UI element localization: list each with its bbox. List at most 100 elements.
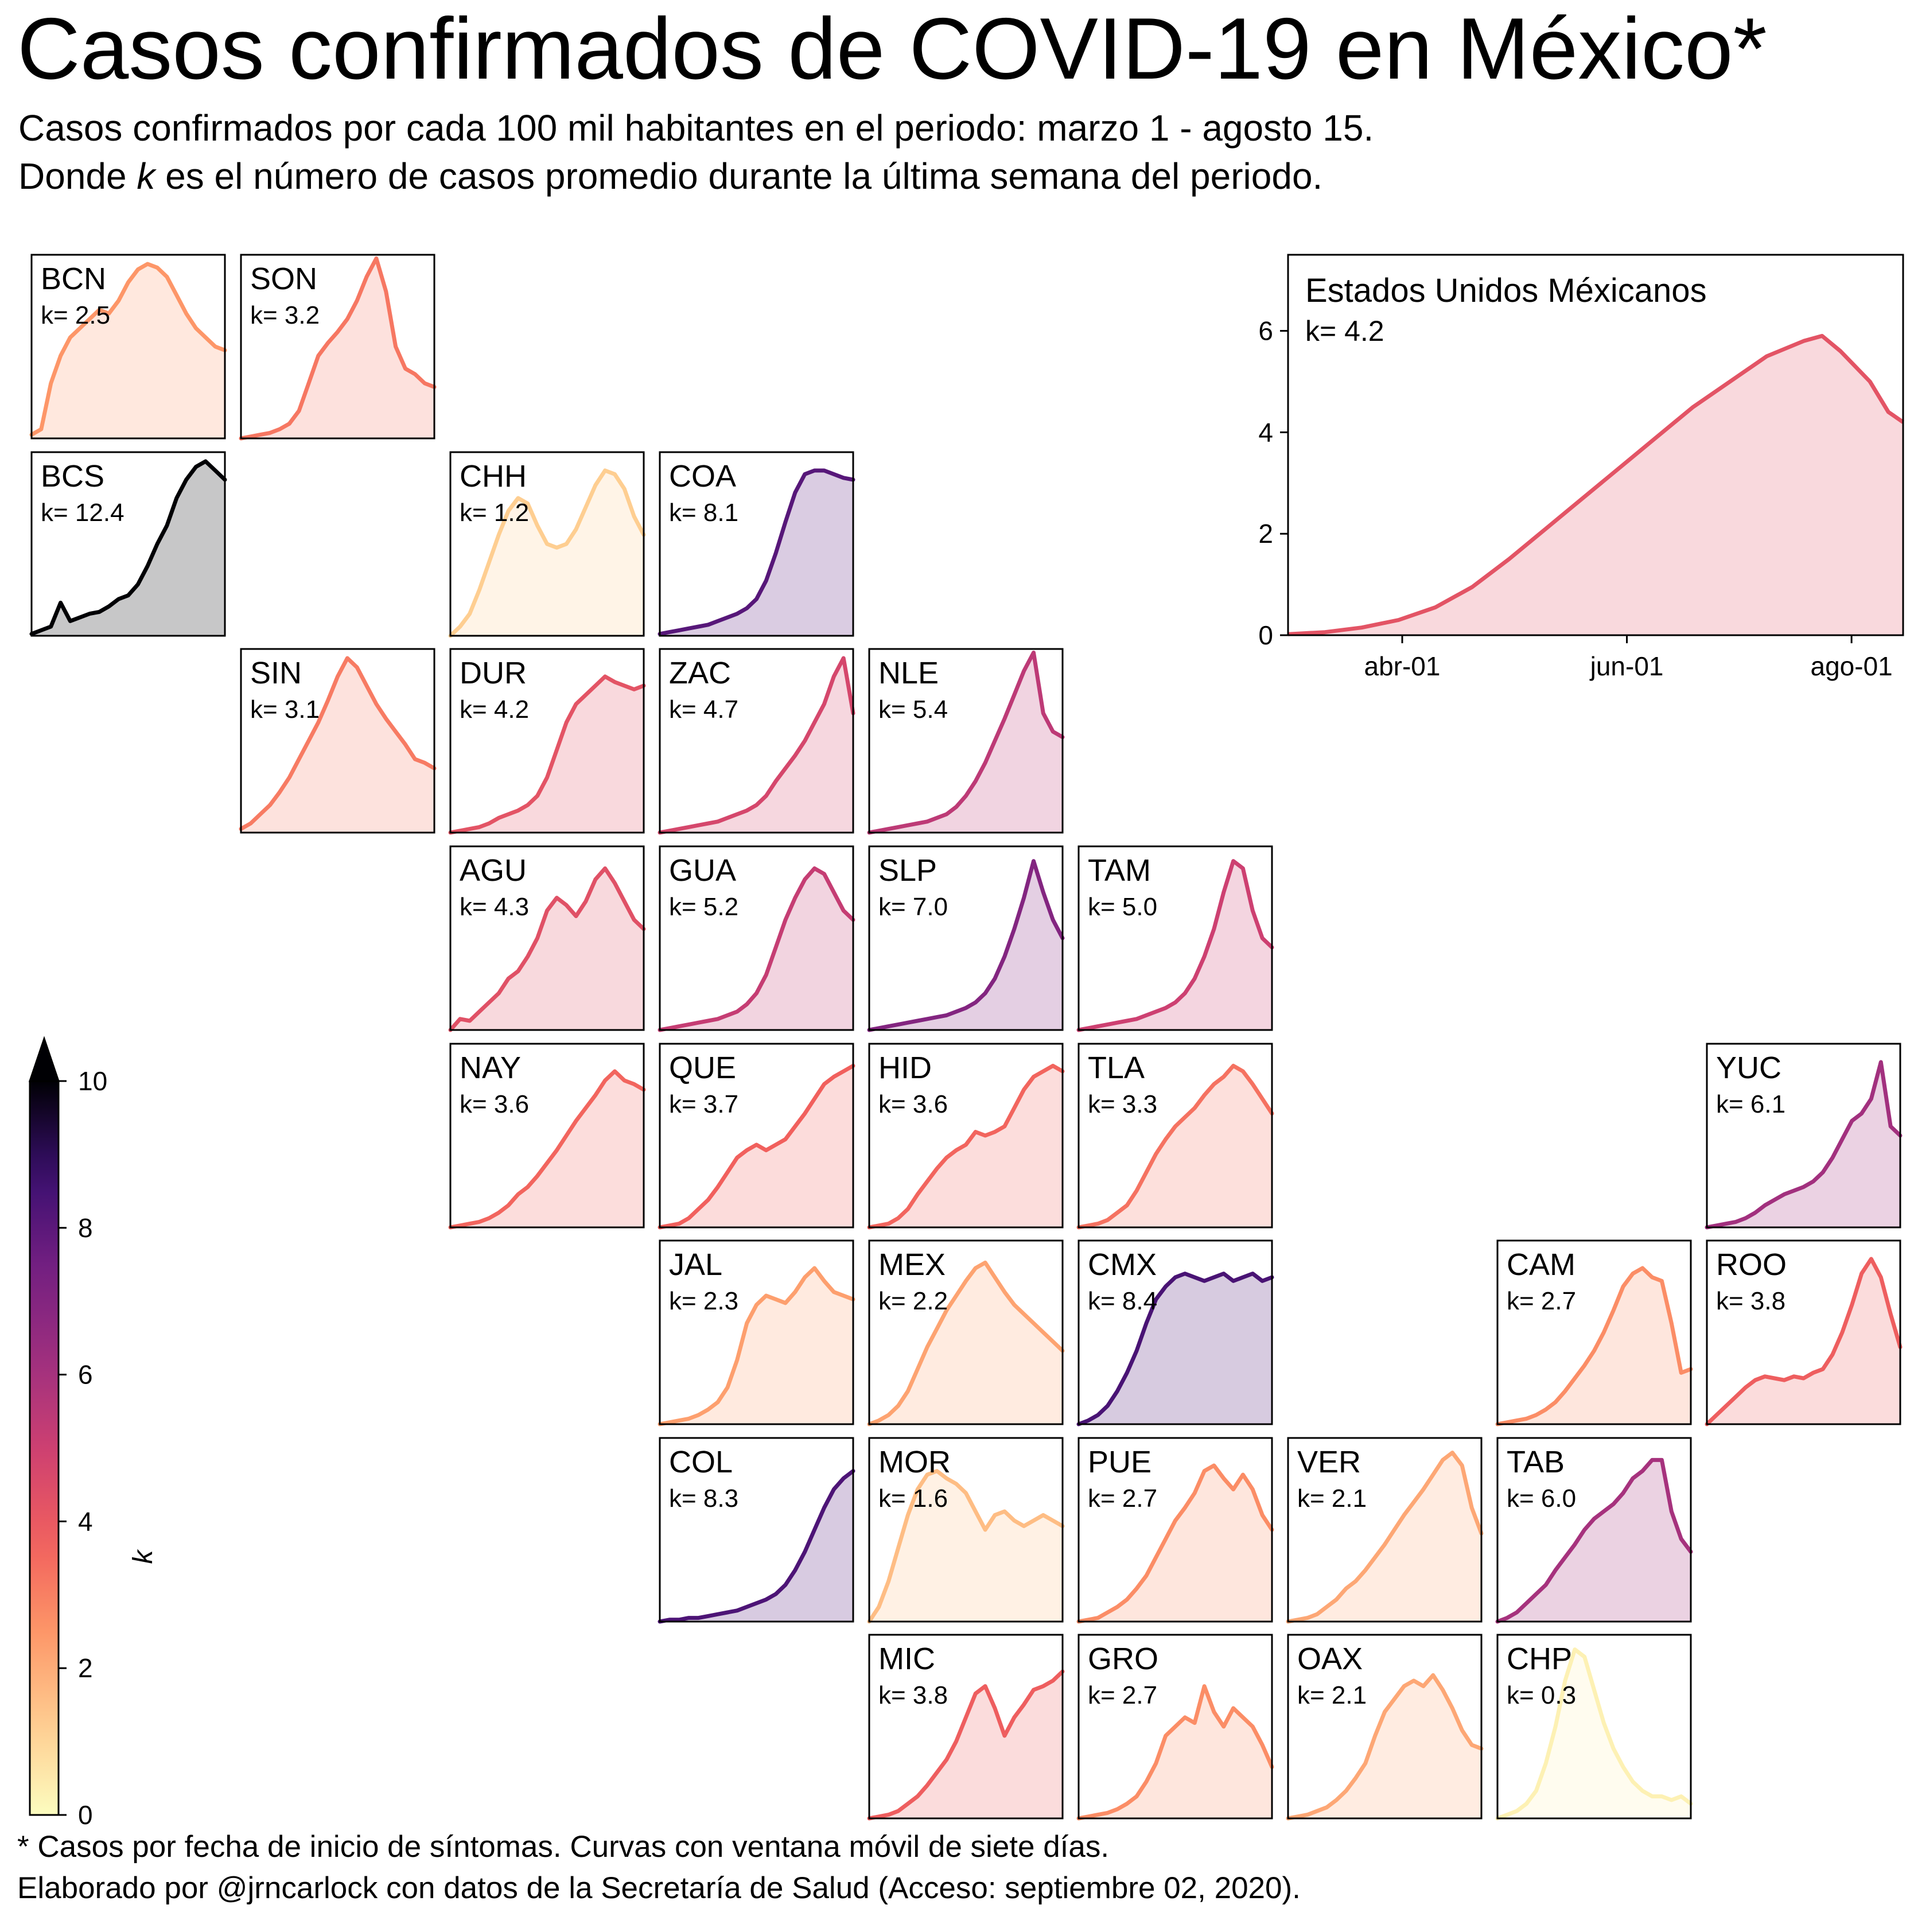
- k-value-label: k= 3.8: [1716, 1287, 1785, 1315]
- state-code-label: CMX: [1088, 1247, 1157, 1282]
- area-fill: [660, 471, 853, 636]
- panel-frame: [1496, 1239, 1692, 1425]
- k-value-label: k= 8.1: [669, 499, 738, 527]
- area-fill: [1079, 1273, 1272, 1424]
- panel-frame: [1287, 1437, 1483, 1623]
- smoothed-line: [658, 1469, 855, 1624]
- panel-background: [660, 846, 853, 1030]
- k-value-label: k= 0.3: [1507, 1681, 1576, 1709]
- k-value-label: k= 1.2: [460, 499, 529, 527]
- panel-background: [869, 1438, 1063, 1622]
- area-fill: [32, 264, 225, 438]
- state-panel-roo: ROO k= 3.8: [1705, 1239, 1903, 1426]
- smoothed-line: [658, 1063, 855, 1230]
- area-fill: [869, 1262, 1063, 1424]
- smoothed-line: [658, 866, 855, 1032]
- area-fill: [1079, 1465, 1272, 1622]
- k-value-label: k= 1.6: [878, 1484, 948, 1513]
- area-fill: [660, 1268, 853, 1424]
- k-value-label: k= 2.1: [1297, 1484, 1367, 1513]
- area-fill: [1079, 861, 1272, 1030]
- panel-background: [1497, 1438, 1691, 1622]
- k-value-label: k= 8.3: [669, 1484, 738, 1513]
- k-value-label: k= 3.2: [250, 301, 320, 329]
- area-fill: [450, 1071, 644, 1227]
- panel-frame: [1287, 1634, 1483, 1820]
- state-panel-hid: HID k= 3.6: [867, 1043, 1065, 1230]
- smoothed-line: [1705, 1060, 1903, 1230]
- panel-frame: [30, 254, 226, 440]
- colorbar-tick-label: 10: [78, 1066, 107, 1096]
- smoothed-line: [658, 1266, 855, 1426]
- chart-subtitle-line1: Casos confirmados por cada 100 mil habit…: [18, 107, 1374, 149]
- area-fill: [660, 868, 853, 1030]
- k-value-label: k= 4.3: [460, 893, 529, 921]
- panel-frame: [1077, 845, 1273, 1031]
- smoothed-line: [1076, 1272, 1274, 1426]
- area-fill: [450, 868, 644, 1030]
- smoothed-line: [1076, 859, 1274, 1032]
- x-tick-label: ago-01: [1811, 651, 1893, 681]
- panel-background: [1497, 1635, 1691, 1818]
- panel-background: [1079, 1241, 1272, 1424]
- state-code-label: PUE: [1088, 1445, 1151, 1479]
- smoothed-line: [1286, 1673, 1484, 1821]
- k-value-label: k= 4.7: [669, 695, 738, 724]
- smoothed-line: [448, 866, 646, 1032]
- y-tick-label: 6: [1258, 316, 1273, 346]
- panel-frame: [659, 451, 854, 637]
- area-fill: [869, 861, 1063, 1030]
- state-panel-mex: MEX k= 2.2: [867, 1239, 1065, 1426]
- area-fill: [450, 471, 644, 636]
- panel-frame: [1706, 1043, 1901, 1229]
- panel-frame: [1077, 1437, 1273, 1623]
- panel-background: [241, 255, 434, 438]
- state-panel-zac: ZAC k= 4.7: [658, 648, 855, 835]
- smoothed-line: [1076, 1463, 1274, 1624]
- smoothed-line: [1076, 1063, 1274, 1230]
- state-panel-cmx: CMX k= 8.4: [1076, 1239, 1274, 1426]
- state-code-label: SLP: [878, 853, 937, 888]
- state-panel-tab: TAB k= 6.0: [1495, 1437, 1693, 1624]
- state-panel-pue: PUE k= 2.7: [1076, 1437, 1274, 1624]
- k-value-label: k= 3.1: [250, 695, 320, 724]
- area-fill: [1497, 1649, 1691, 1818]
- state-panel-ver: VER k= 2.1: [1286, 1437, 1484, 1624]
- panel-frame: [449, 451, 645, 637]
- k-value-label: k= 6.1: [1716, 1090, 1785, 1118]
- panel-frame: [1077, 1043, 1273, 1229]
- k-value-label: k= 2.5: [41, 301, 110, 329]
- state-code-label: ZAC: [669, 656, 731, 690]
- colorbar-tick-label: 2: [78, 1653, 93, 1683]
- state-panel-gro: GRO k= 2.7: [1076, 1634, 1274, 1821]
- smoothed-line: [867, 859, 1065, 1032]
- panel-frame: [659, 845, 854, 1031]
- subtitle-line2-pre: Donde: [18, 156, 137, 197]
- area-fill: [1497, 1268, 1691, 1424]
- colorbar-gradient: [29, 1080, 60, 1816]
- area-fill: [1707, 1259, 1900, 1424]
- colorbar-tick-label: 8: [78, 1213, 93, 1243]
- panel-frame: [659, 1437, 854, 1623]
- panel-frame: [868, 845, 1064, 1031]
- state-code-label: TAB: [1507, 1445, 1565, 1479]
- panel-frame: [1077, 1239, 1273, 1425]
- smoothed-line: [658, 656, 855, 835]
- k-value-label: k= 2.3: [669, 1287, 738, 1315]
- panel-frame: [449, 648, 645, 834]
- state-panel-nay: NAY k= 3.6: [448, 1043, 646, 1230]
- panel-background: [660, 1438, 853, 1622]
- smoothed-line: [867, 650, 1065, 835]
- panel-background: [869, 1044, 1063, 1227]
- k-value-label: k= 5.0: [1088, 893, 1157, 921]
- state-code-label: TAM: [1088, 853, 1151, 888]
- k-value-label: k= 5.4: [878, 695, 948, 724]
- state-code-label: CHP: [1507, 1642, 1572, 1676]
- area-fill: [1288, 1675, 1481, 1818]
- x-tick-label: abr-01: [1364, 651, 1441, 681]
- national-area-fill: [1288, 336, 1903, 635]
- national-panel: 0 2 4 6 abr-01 jun-01 ago-01 Estados Unidos Méx…: [1258, 254, 1904, 681]
- state-code-label: YUC: [1716, 1051, 1781, 1085]
- state-code-label: TLA: [1088, 1051, 1145, 1085]
- k-value-label: k= 5.2: [669, 893, 738, 921]
